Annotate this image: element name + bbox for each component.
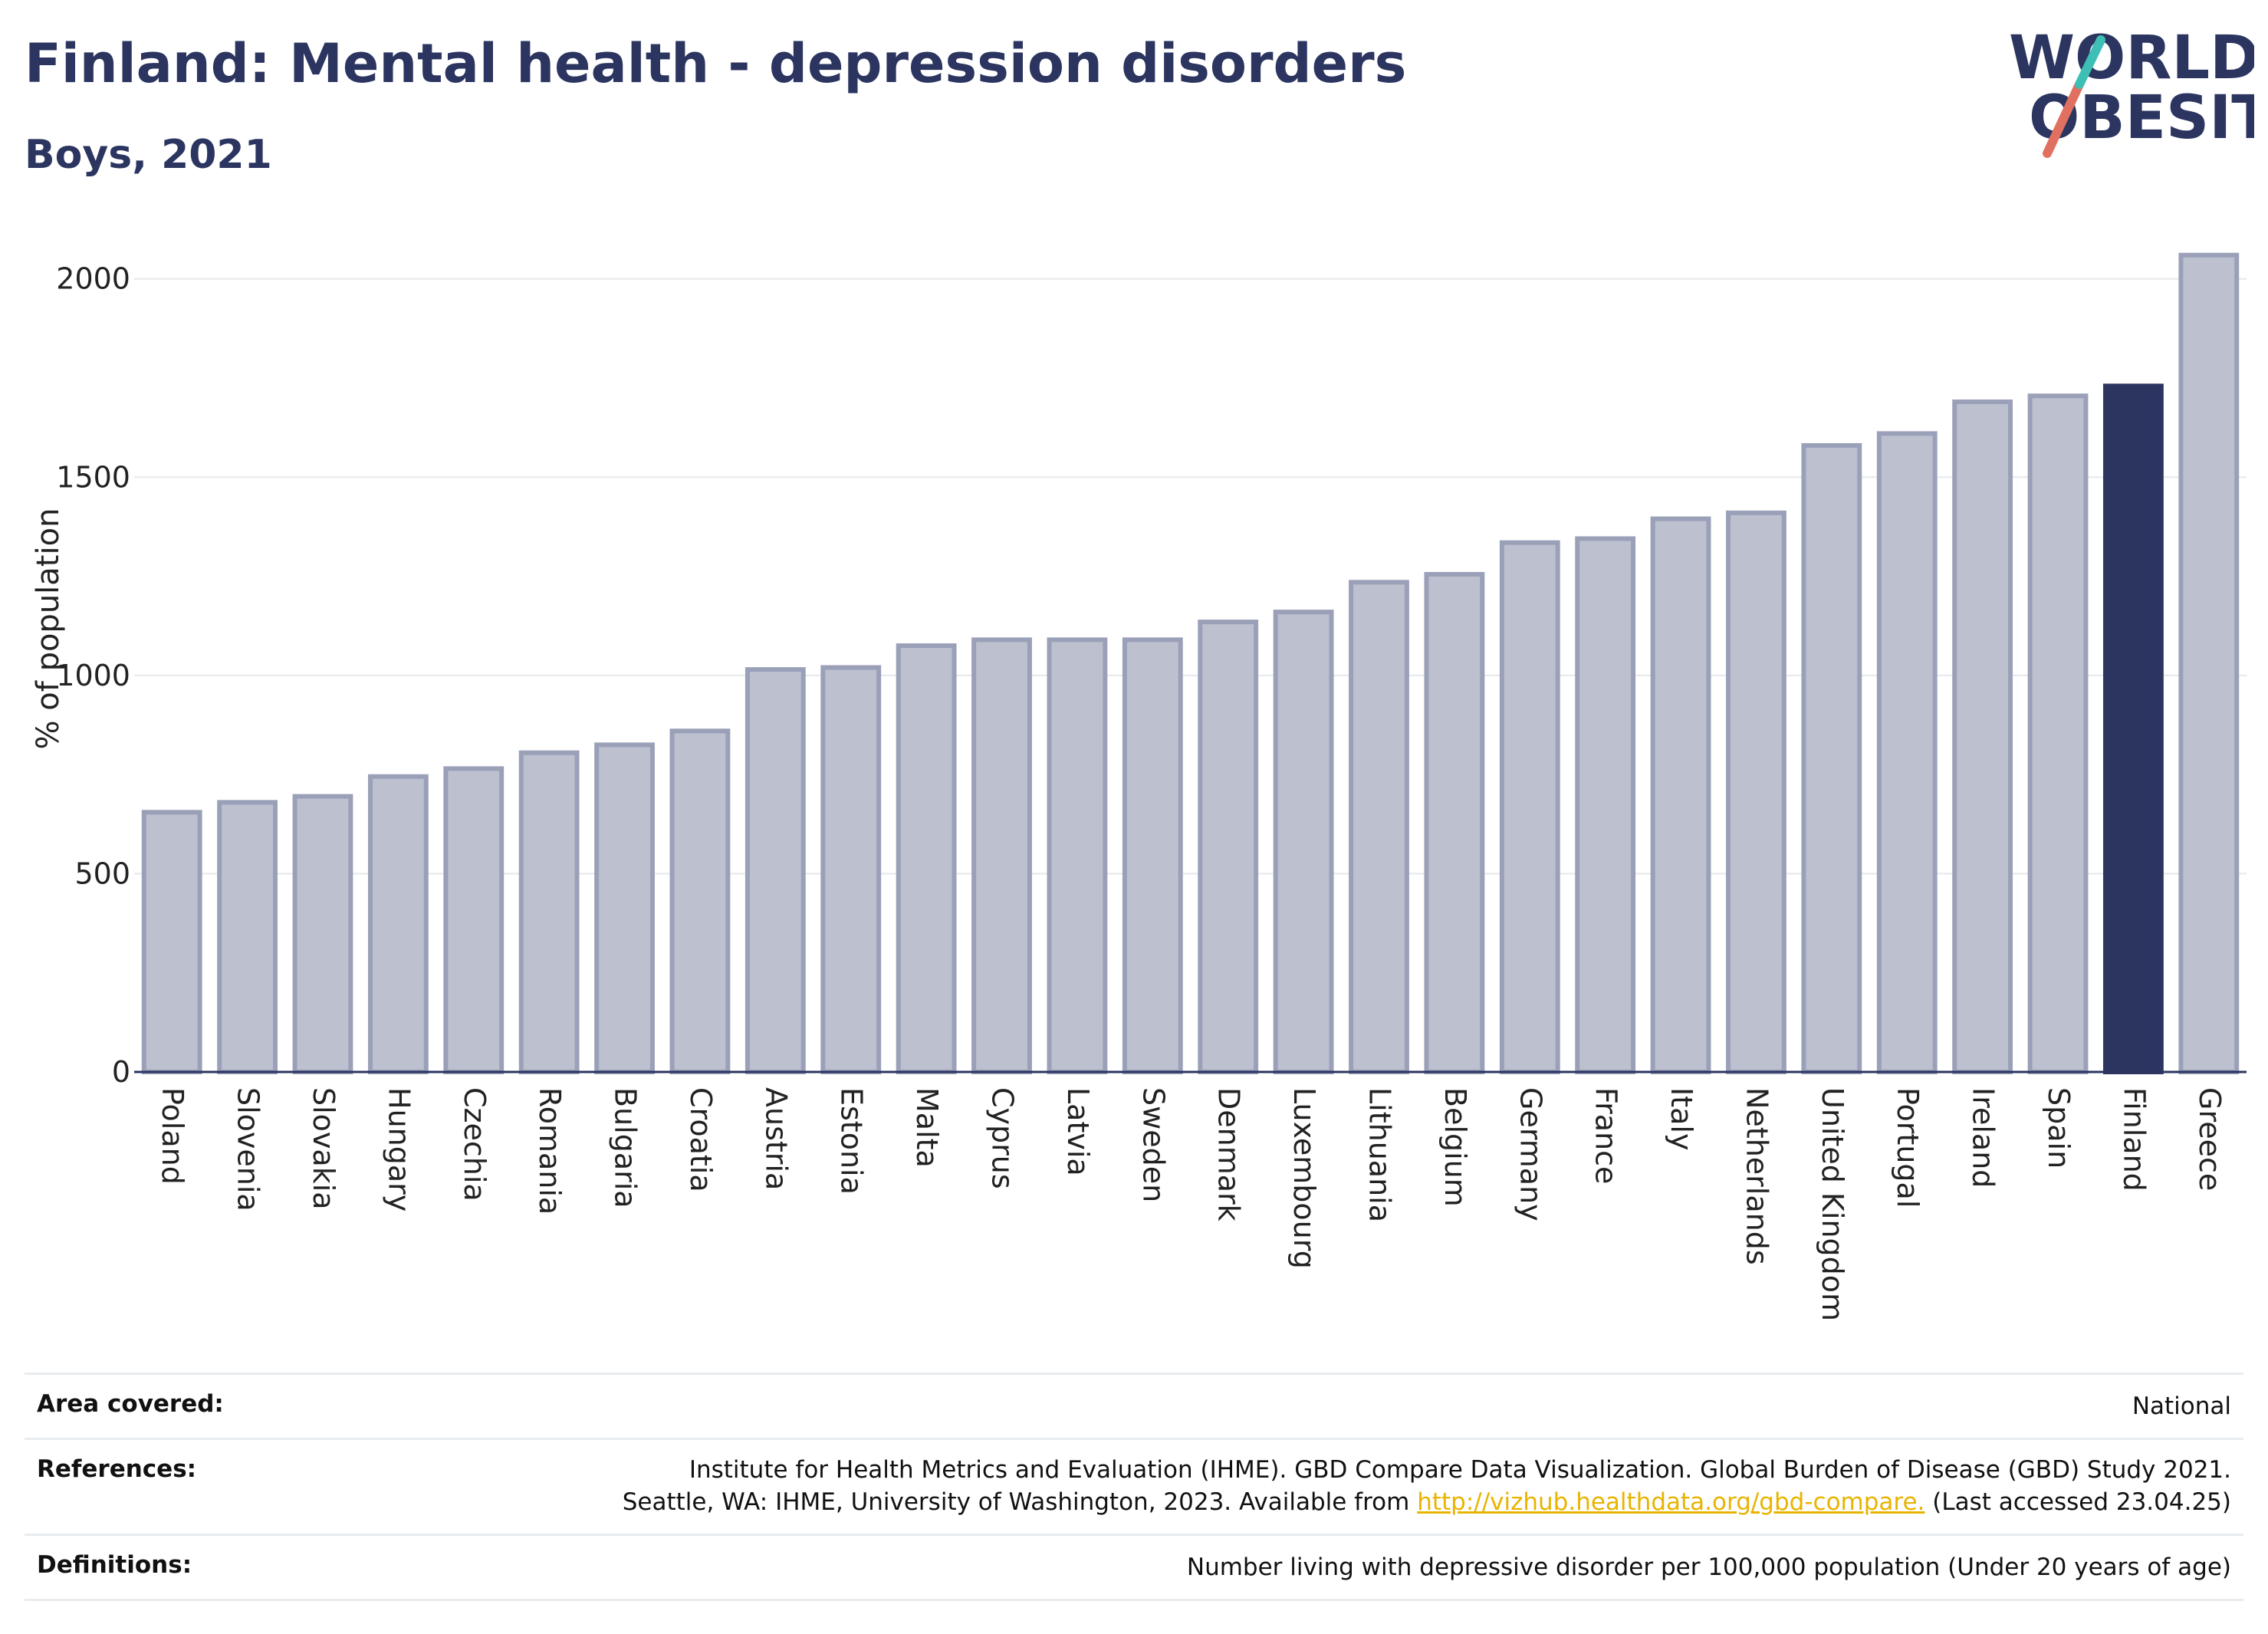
- area-value: National: [2132, 1392, 2231, 1420]
- definitions-value: Number living with depressive disorder p…: [1186, 1553, 2231, 1581]
- bar-bulgaria: [594, 742, 655, 1074]
- bar-netherlands: [1726, 510, 1786, 1075]
- x-tick-label: Poland: [156, 1087, 189, 1185]
- bar-belgium: [1424, 571, 1485, 1074]
- page-title: Finland: Mental health - depression diso…: [25, 32, 1407, 95]
- bar-malta: [896, 643, 957, 1074]
- bar-hungary: [367, 774, 429, 1074]
- bar-latvia: [1047, 637, 1108, 1074]
- references-link[interactable]: http://vizhub.healthdata.org/gbd-compare…: [1417, 1488, 1925, 1516]
- y-tick-label: 1500: [56, 460, 130, 494]
- x-tick-label: Netherlands: [1740, 1087, 1773, 1265]
- y-tick-label: 2000: [56, 262, 130, 296]
- bar-cyprus: [971, 637, 1032, 1074]
- bar-greece: [2178, 252, 2240, 1075]
- references-line1: Institute for Health Metrics and Evaluat…: [689, 1456, 2231, 1484]
- x-tick-label: Slovenia: [232, 1087, 265, 1212]
- bar-italy: [1650, 516, 1711, 1075]
- y-tick-label: 1000: [56, 659, 130, 692]
- x-tick-label: Czechia: [458, 1087, 491, 1202]
- bar-czechia: [443, 766, 505, 1075]
- y-tick-label: 0: [112, 1055, 130, 1089]
- bar-denmark: [1198, 620, 1259, 1074]
- x-tick-label: Cyprus: [986, 1087, 1020, 1189]
- x-tick-label: Belgium: [1438, 1087, 1472, 1207]
- definitions-label: Definitions:: [37, 1551, 192, 1579]
- x-tick-label: Germany: [1514, 1087, 1547, 1221]
- bar-croatia: [669, 728, 731, 1074]
- x-tick-label: Greece: [2193, 1087, 2227, 1191]
- definitions-row: Definitions: Number living with depressi…: [25, 1534, 2243, 1601]
- x-tick-label: Latvia: [1061, 1087, 1095, 1176]
- x-tick-label: Italy: [1665, 1087, 1698, 1150]
- x-tick-label: Spain: [2042, 1087, 2076, 1169]
- bars: [141, 252, 2240, 1075]
- references-line2-pre: Seattle, WA: IHME, University of Washing…: [622, 1488, 1418, 1516]
- area-label: Area covered:: [37, 1390, 224, 1418]
- x-tick-label: Hungary: [382, 1087, 416, 1212]
- x-tick-label: Malta: [910, 1087, 944, 1168]
- bar-france: [1575, 536, 1636, 1074]
- bar-estonia: [820, 665, 882, 1074]
- bar-united-kingdom: [1801, 442, 1862, 1074]
- x-tick-label: United Kingdom: [1816, 1087, 1849, 1321]
- references-label: References:: [37, 1455, 197, 1483]
- x-tick-label: Denmark: [1212, 1087, 1246, 1221]
- bar-luxembourg: [1273, 610, 1334, 1074]
- x-tick-label: Estonia: [835, 1087, 869, 1195]
- bar-romania: [518, 750, 580, 1074]
- bar-sweden: [1122, 637, 1183, 1074]
- x-tick-label: Croatia: [684, 1087, 718, 1192]
- bar-austria: [744, 667, 806, 1074]
- references-line2-post: (Last accessed 23.04.25): [1925, 1488, 2231, 1516]
- bar-slovakia: [292, 794, 353, 1074]
- references-row: References: Institute for Health Metrics…: [25, 1438, 2243, 1534]
- bar-poland: [141, 810, 202, 1074]
- x-tick-label: Romania: [533, 1087, 567, 1215]
- bar-slovenia: [217, 800, 278, 1074]
- y-axis-label: % of population: [31, 508, 66, 750]
- bar-portugal: [1876, 431, 1938, 1074]
- x-tick-label: Bulgaria: [609, 1087, 643, 1208]
- logo-line1: WORLD: [2009, 24, 2254, 93]
- bar-lithuania: [1349, 580, 1409, 1075]
- world-obesity-logo: WORLD OBESITY: [2009, 24, 2254, 158]
- x-tick-label: Finland: [2117, 1087, 2151, 1192]
- x-tick-label: Austria: [759, 1087, 793, 1190]
- x-tick-label: Ireland: [1967, 1087, 2000, 1188]
- y-tick-label: 500: [74, 856, 130, 890]
- x-tick-label: Lithuania: [1362, 1087, 1396, 1222]
- bar-spain: [2027, 393, 2089, 1074]
- x-tick-label: Luxembourg: [1287, 1087, 1321, 1269]
- x-tick-label: Portugal: [1891, 1087, 1925, 1208]
- bar-finland: [2103, 383, 2164, 1075]
- bar-chart: 0 500 1000 1500 2000 % of population Poland S…: [31, 252, 2247, 1321]
- page-subtitle: Boys, 2021: [25, 132, 272, 178]
- references-value: Institute for Health Metrics and Evaluat…: [623, 1454, 2243, 1518]
- x-tick-label: Slovakia: [307, 1087, 340, 1210]
- info-table: Area covered: National References: Insti…: [25, 1373, 2243, 1601]
- bar-ireland: [1952, 399, 2013, 1074]
- x-tick-label: Sweden: [1136, 1087, 1170, 1202]
- y-tick-labels: 0 500 1000 1500 2000: [56, 262, 130, 1089]
- x-tick-labels: Poland Slovenia Slovakia Hungary Czechia Roma…: [156, 1087, 2227, 1321]
- area-row: Area covered: National: [25, 1373, 2243, 1438]
- bar-germany: [1499, 540, 1560, 1075]
- x-tick-label: France: [1589, 1087, 1623, 1184]
